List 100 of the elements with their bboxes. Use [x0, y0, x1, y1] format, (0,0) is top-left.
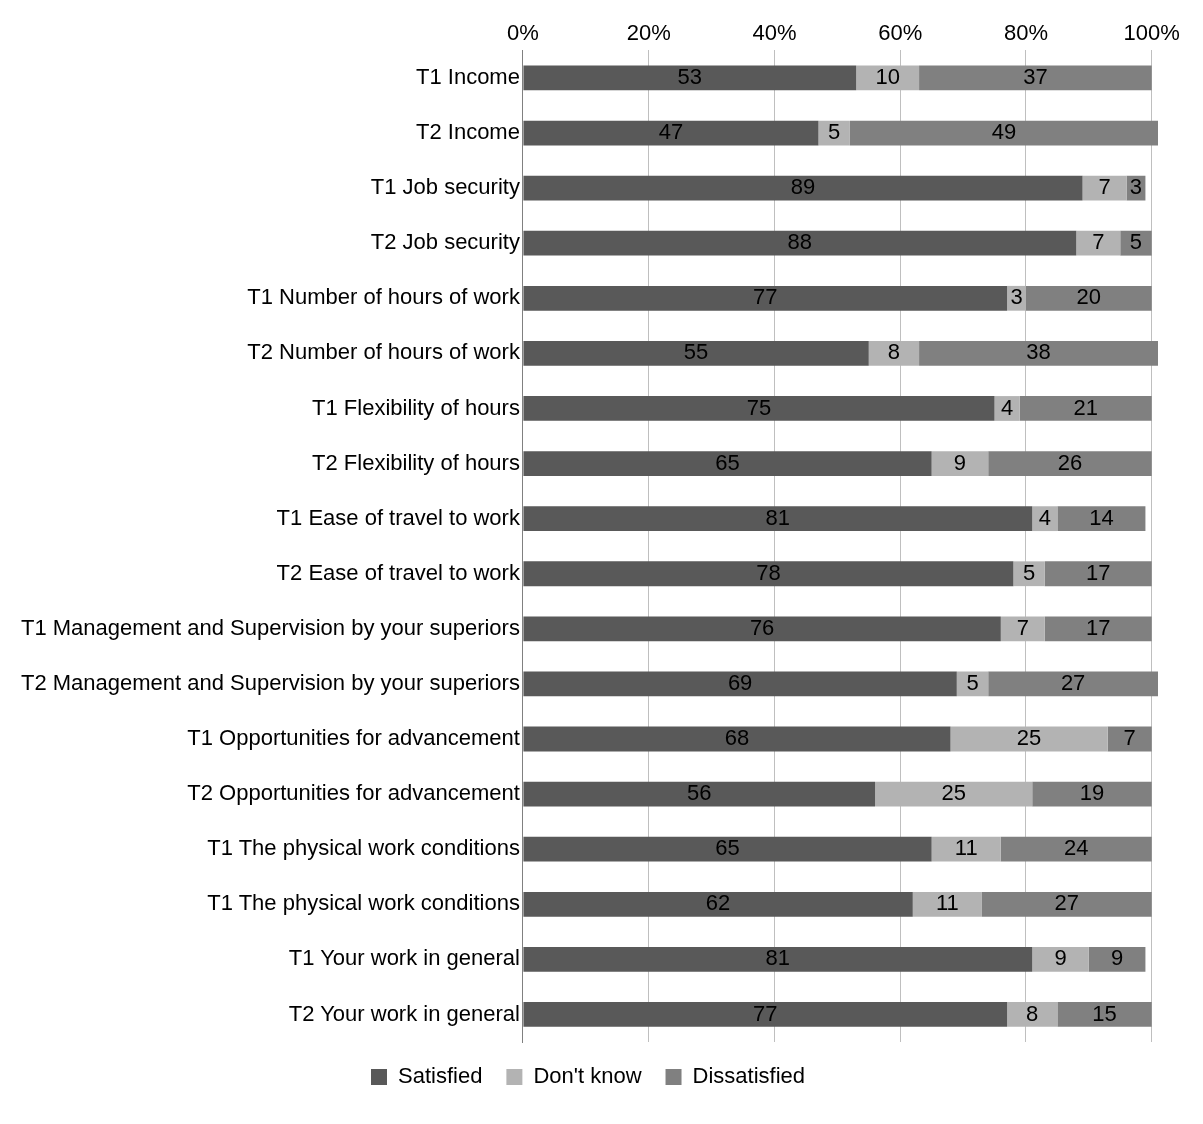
bar [1032, 946, 1089, 972]
bar [1120, 230, 1152, 256]
bar [523, 836, 932, 862]
y-tick-label: T1 Management and Supervision by your superiors [20, 614, 520, 640]
data-label: 27 [1060, 669, 1086, 695]
bar [523, 616, 1001, 642]
bar [523, 726, 951, 752]
bar [1057, 1002, 1152, 1027]
x-tick-label: 60% [878, 20, 923, 46]
data-label: 10 [875, 64, 900, 90]
y-tick-label: T1 Ease of travel to work [276, 504, 521, 530]
data-label: 26 [1057, 449, 1083, 475]
data-label: 88 [787, 229, 813, 255]
data-label: 68 [724, 725, 750, 751]
bar [523, 120, 819, 146]
data-label: 17 [1086, 559, 1111, 585]
data-label: 38 [1026, 339, 1051, 365]
bar [523, 506, 1033, 532]
bar [1044, 561, 1152, 587]
bar [523, 396, 995, 421]
data-label: 17 [1086, 614, 1111, 640]
data-label: 7 [1098, 174, 1111, 200]
data-label: 25 [1016, 725, 1042, 751]
y-tick-label: T1 Number of hours of work [247, 284, 521, 310]
data-label: 3 [1129, 174, 1143, 200]
bar [1019, 396, 1152, 421]
data-label: 25 [941, 780, 966, 806]
y-tick-label: T1 Opportunities for advancement [187, 725, 520, 751]
bar [523, 891, 913, 917]
data-label: 69 [727, 669, 753, 695]
data-label: 89 [790, 174, 816, 200]
data-label: 65 [715, 835, 740, 861]
data-label: 7 [1123, 725, 1136, 751]
data-label: 7 [1016, 614, 1029, 640]
data-label: 56 [687, 780, 712, 806]
y-tick-label: T1 Flexibility of hours [312, 394, 520, 420]
y-tick-label: T1 Your work in general [288, 945, 520, 971]
x-tick-label: 40% [752, 20, 797, 46]
data-label: 14 [1089, 504, 1114, 530]
bar [523, 1002, 1008, 1027]
data-label: 15 [1092, 1000, 1117, 1026]
y-tick-label: T2 Income [415, 119, 520, 145]
y-tick-label: T2 Ease of travel to work [276, 559, 521, 585]
bar [523, 65, 857, 91]
bar [523, 671, 957, 697]
data-label: 7 [1092, 229, 1105, 255]
bar [1044, 616, 1152, 642]
data-label: 53 [677, 64, 703, 90]
data-label: 55 [683, 339, 709, 365]
y-tick-label: T2 Job security [370, 229, 520, 255]
y-tick-label: T1 Job security [370, 174, 520, 200]
bar [1000, 836, 1152, 862]
data-label: 62 [705, 890, 731, 916]
data-label: 3 [1010, 284, 1023, 310]
data-label: 49 [991, 119, 1017, 145]
y-tick-label: T1 The physical work conditions [207, 835, 520, 861]
data-label: 5 [1022, 559, 1036, 585]
bar [1032, 781, 1152, 807]
bar [523, 451, 932, 476]
data-label: 8 [1026, 1000, 1039, 1026]
bar [988, 451, 1152, 476]
y-tick-label: T2 Your work in general [288, 1000, 520, 1026]
bar [523, 175, 1083, 201]
bar [912, 891, 982, 917]
data-label: 81 [765, 945, 791, 971]
x-tick-label: 80% [1003, 20, 1048, 46]
bar [1107, 726, 1152, 752]
data-label: 27 [1054, 890, 1080, 916]
y-tick-label: T1 The physical work conditions [207, 890, 520, 916]
legend-label: Don't know [533, 1063, 642, 1089]
data-label: 37 [1023, 64, 1048, 90]
data-label: 5 [828, 119, 841, 145]
bar [849, 120, 1158, 146]
bar [523, 285, 1008, 311]
data-label: 4 [1000, 394, 1014, 420]
legend-label: Satisfied [398, 1063, 483, 1089]
bar [1076, 230, 1121, 256]
data-label: 11 [954, 835, 978, 861]
bar [988, 671, 1158, 697]
data-label: 76 [749, 614, 775, 640]
bar [523, 230, 1077, 256]
bar [919, 65, 1152, 91]
data-label: 5 [966, 669, 979, 695]
data-label: 20 [1076, 284, 1102, 310]
x-tick-label: 0% [507, 20, 539, 46]
y-tick-label: T2 Flexibility of hours [312, 449, 520, 475]
data-label: 77 [753, 1000, 778, 1026]
data-label: 21 [1073, 394, 1098, 420]
bar [919, 340, 1158, 366]
y-tick-label: T2 Number of hours of work [247, 339, 521, 365]
data-label: 9 [1054, 945, 1067, 971]
bar [523, 946, 1033, 972]
bar [523, 781, 876, 807]
bar [523, 561, 1014, 587]
data-label: 75 [746, 394, 772, 420]
data-label: 9 [1111, 945, 1124, 971]
data-label: 11 [935, 890, 959, 916]
x-tick-label: 20% [626, 20, 671, 46]
data-label: 19 [1079, 780, 1105, 806]
data-label: 24 [1064, 835, 1089, 861]
